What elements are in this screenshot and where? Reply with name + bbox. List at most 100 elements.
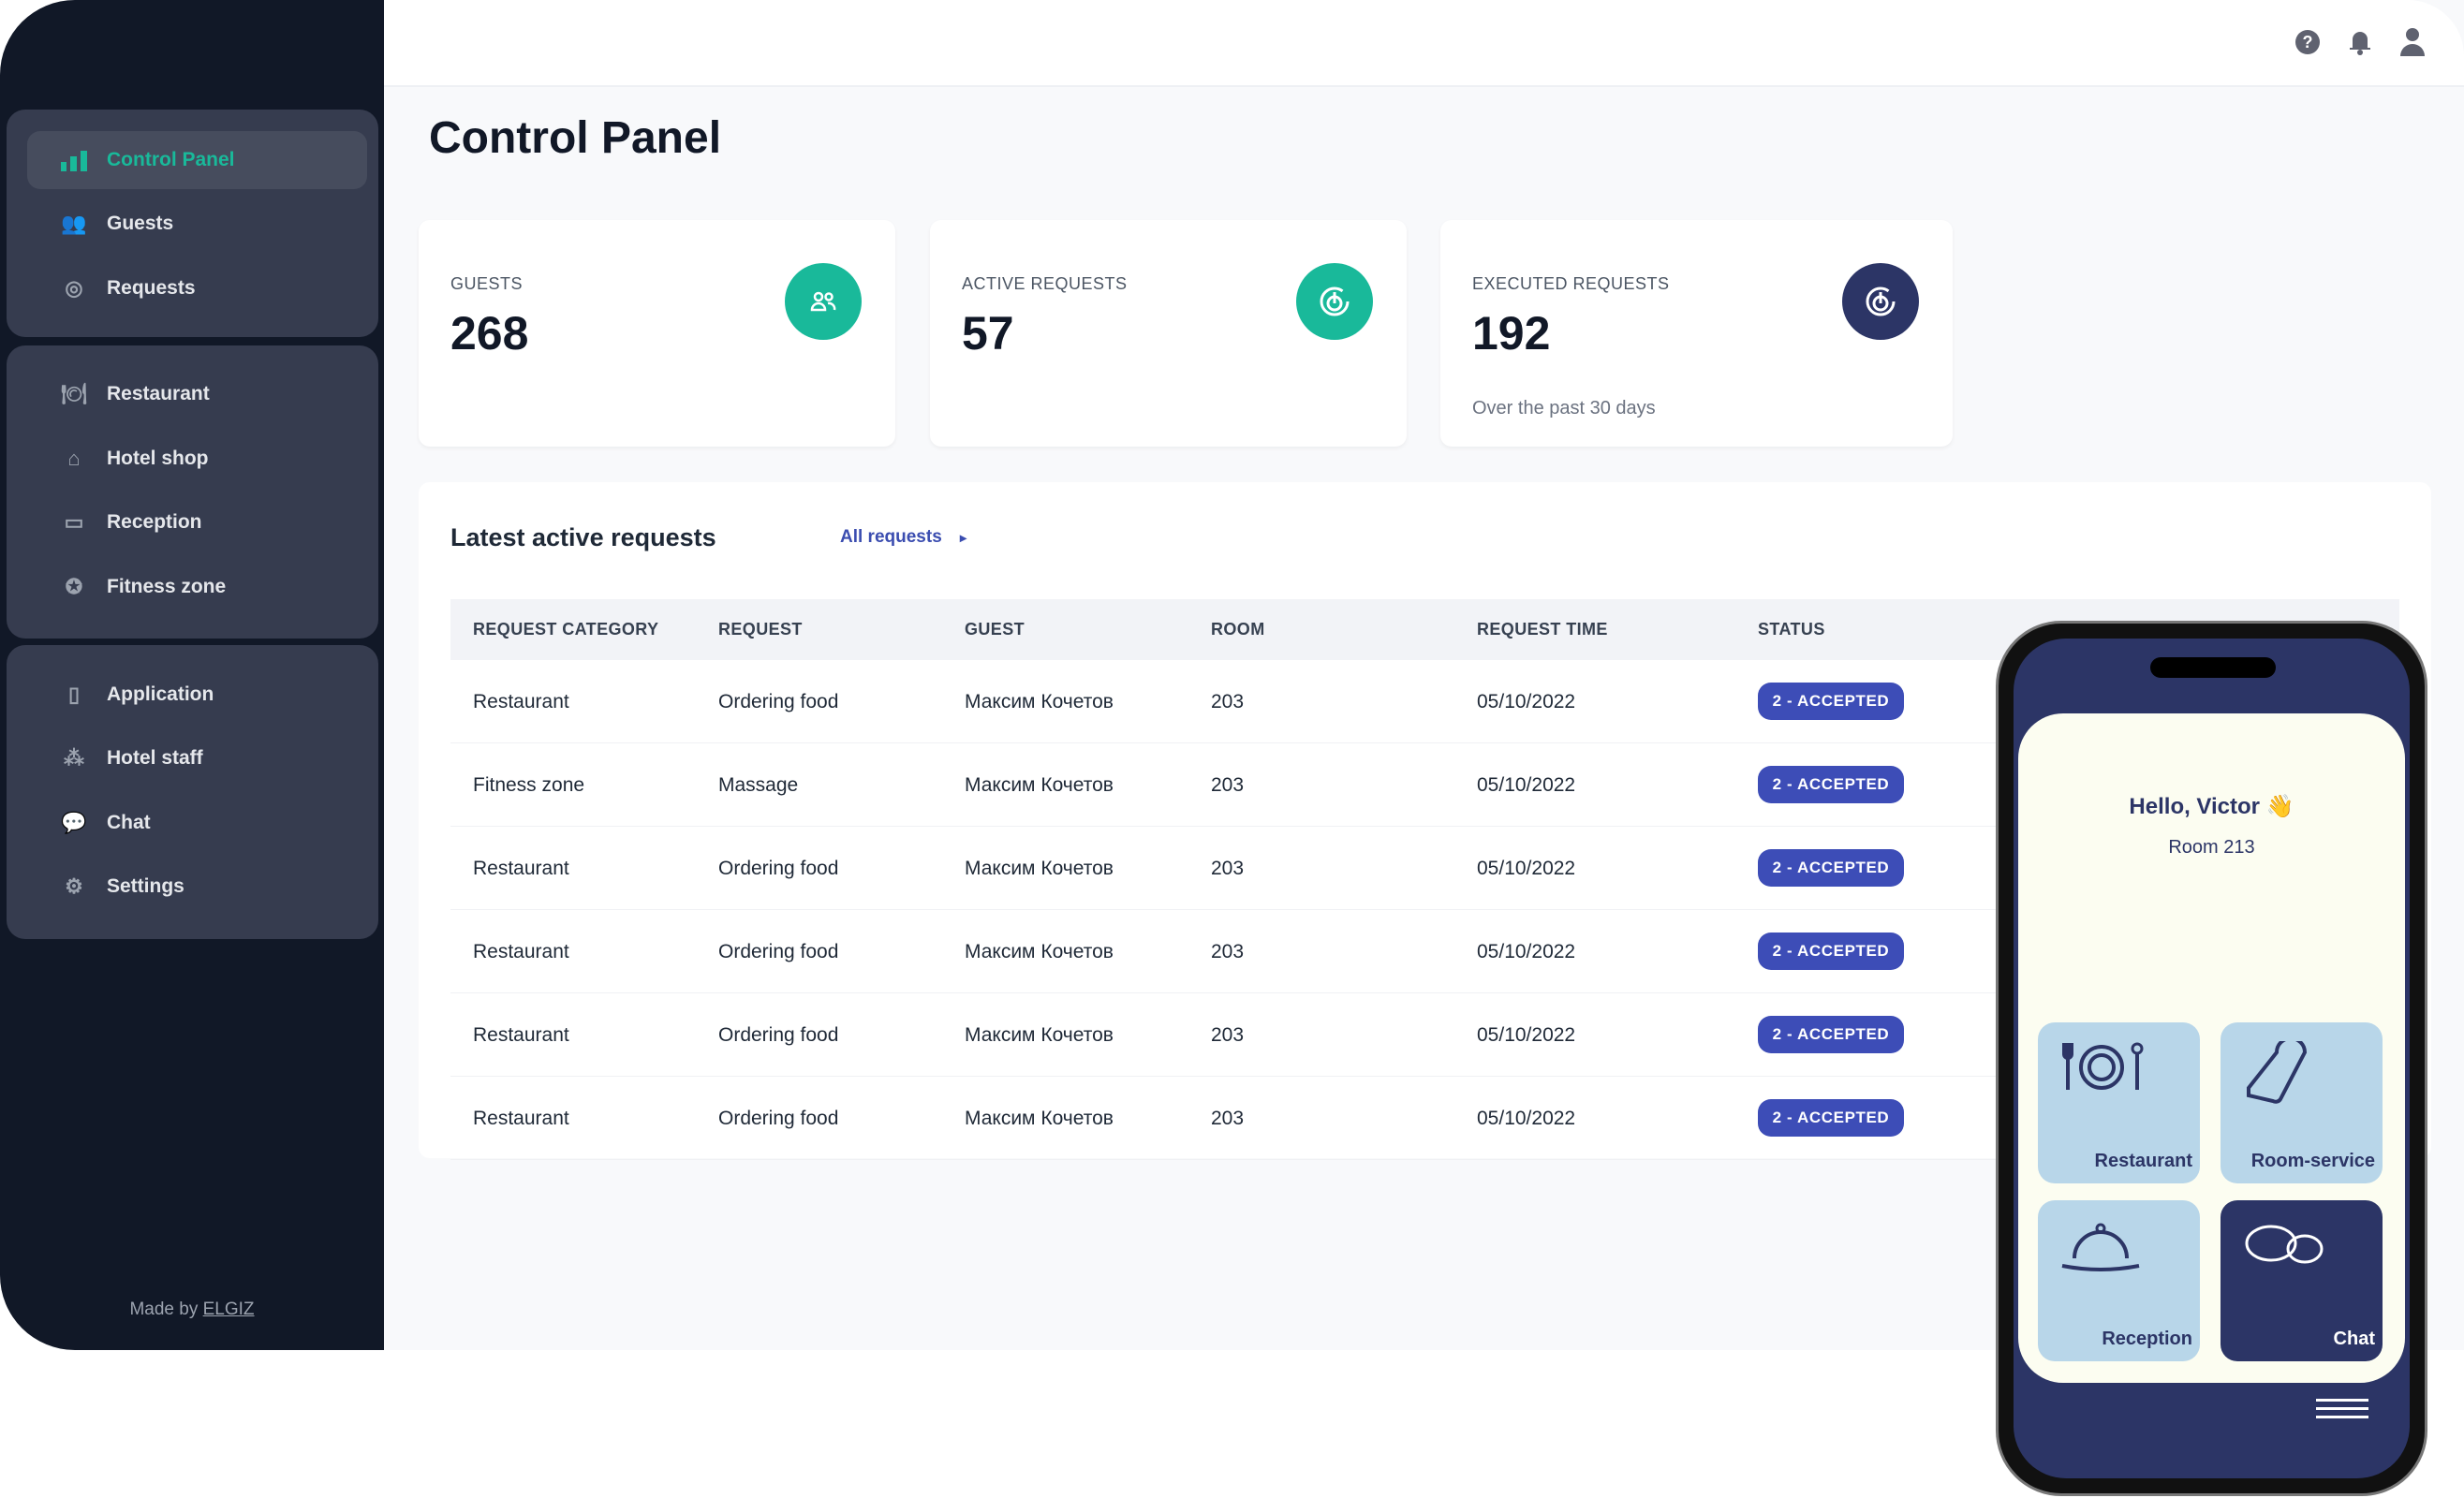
cell-guest: Максим Кочетов bbox=[965, 774, 1114, 796]
cell-request: Ordering food bbox=[718, 1108, 839, 1129]
sidebar-item-label: Application bbox=[107, 683, 214, 705]
svg-text:?: ? bbox=[2303, 33, 2313, 51]
sidebar-item-label: Chat bbox=[107, 812, 151, 833]
gear-icon: ⚙ bbox=[65, 874, 83, 898]
cell-category: Restaurant bbox=[473, 1024, 569, 1046]
sidebar-item-requests[interactable]: ◎ Requests bbox=[27, 259, 367, 317]
stat-label: EXECUTED REQUESTS bbox=[1472, 274, 1670, 293]
help-icon[interactable]: ? bbox=[2294, 26, 2322, 58]
status-badge: 2 - ACCEPTED bbox=[1758, 1016, 1904, 1053]
cell-request: Ordering food bbox=[718, 941, 839, 962]
status-badge: 2 - ACCEPTED bbox=[1758, 849, 1904, 887]
sidebar-item-settings[interactable]: ⚙ Settings bbox=[27, 858, 367, 916]
sidebar-item-control-panel[interactable]: Control Panel bbox=[27, 131, 367, 189]
cell-room: 203 bbox=[1211, 774, 1245, 796]
tile-room-service[interactable]: Room-service bbox=[2221, 1022, 2383, 1183]
phone-icon: ▯ bbox=[67, 683, 81, 706]
cell-guest: Максим Кочетов bbox=[965, 1024, 1114, 1046]
made-by-text: Made by bbox=[129, 1300, 199, 1319]
shop-icon: ⌂ bbox=[67, 447, 81, 470]
cloche-icon bbox=[2061, 1223, 2140, 1271]
cell-room: 203 bbox=[1211, 1108, 1245, 1129]
sidebar-item-label: Hotel shop bbox=[107, 448, 209, 469]
sidebar-item-application[interactable]: ▯ Application bbox=[27, 666, 367, 724]
sidebar-item-label: Guests bbox=[107, 213, 174, 234]
sidebar-item-restaurant[interactable]: 🍽 Restaurant bbox=[27, 365, 367, 423]
section-title: Latest active requests bbox=[450, 523, 716, 551]
table-row[interactable]: Restaurant Ordering food Максим Кочетов 203… bbox=[450, 910, 2399, 993]
tile-chat[interactable]: Chat bbox=[2221, 1200, 2383, 1361]
cell-room: 203 bbox=[1211, 858, 1245, 879]
column-header: REQUEST TIME bbox=[1477, 620, 1608, 639]
tile-restaurant[interactable]: Restaurant bbox=[2038, 1022, 2200, 1183]
all-requests-label: All requests bbox=[840, 527, 942, 547]
status-badge: 2 - ACCEPTED bbox=[1758, 766, 1904, 803]
hamburger-menu-icon[interactable] bbox=[2316, 1399, 2368, 1424]
sidebar-item-label: Fitness zone bbox=[107, 576, 227, 597]
fitness-icon: ✪ bbox=[65, 575, 83, 598]
users-icon: 👥 bbox=[61, 212, 87, 235]
bell-icon[interactable] bbox=[2346, 26, 2374, 58]
cell-room: 203 bbox=[1211, 691, 1245, 712]
cell-room: 203 bbox=[1211, 941, 1245, 962]
tile-label: Restaurant bbox=[2094, 1151, 2192, 1171]
stat-label: ACTIVE REQUESTS bbox=[962, 274, 1128, 293]
cell-category: Restaurant bbox=[473, 858, 569, 879]
sidebar-item-chat[interactable]: 💬 Chat bbox=[27, 794, 367, 852]
page-title: Control Panel bbox=[429, 113, 722, 163]
table-row[interactable]: Restaurant Ordering food Максим Кочетов 203… bbox=[450, 1077, 2399, 1160]
tile-label: Chat bbox=[2333, 1329, 2375, 1349]
stat-card-executed-requests: EXECUTED REQUESTS 192 Over the past 30 d… bbox=[1440, 220, 1953, 447]
sidebar-item-label: Requests bbox=[107, 277, 196, 299]
stat-value: 268 bbox=[450, 307, 529, 360]
cell-time: 05/10/2022 bbox=[1477, 774, 1576, 796]
sidebar-item-label: Hotel staff bbox=[107, 747, 203, 769]
stat-value: 57 bbox=[962, 307, 1014, 360]
made-by-link[interactable]: ELGIZ bbox=[202, 1300, 255, 1319]
sidebar-item-hotel-shop[interactable]: ⌂ Hotel shop bbox=[27, 430, 367, 488]
sidebar-group-settings: ▯ Application ⁂ Hotel staff 💬 Chat ⚙ Setting… bbox=[7, 645, 378, 939]
chevron-right-icon: ▸ bbox=[960, 530, 967, 545]
user-icon[interactable] bbox=[2398, 26, 2427, 58]
cell-time: 05/10/2022 bbox=[1477, 691, 1576, 712]
restaurant-icon bbox=[2062, 1042, 2144, 1090]
table-row[interactable]: Restaurant Ordering food Максим Кочетов 203… bbox=[450, 660, 2399, 743]
tile-label: Room-service bbox=[2250, 1151, 2375, 1171]
dynamic-island bbox=[2150, 657, 2276, 678]
column-header: REQUEST bbox=[718, 620, 803, 639]
room-number: Room 213 bbox=[2168, 837, 2255, 858]
table-row[interactable]: Fitness zone Massage Максим Кочетов 203 05/1… bbox=[450, 743, 2399, 827]
greeting: Hello, Victor 👋 bbox=[2129, 794, 2294, 819]
cell-category: Restaurant bbox=[473, 1108, 569, 1129]
monitor-icon: ▭ bbox=[64, 510, 84, 534]
cell-guest: Максим Кочетов bbox=[965, 858, 1114, 879]
table-row[interactable]: Restaurant Ordering food Максим Кочетов 203… bbox=[450, 827, 2399, 910]
cell-category: Restaurant bbox=[473, 691, 569, 712]
column-header: STATUS bbox=[1758, 620, 1825, 639]
cell-time: 05/10/2022 bbox=[1477, 941, 1576, 962]
cell-time: 05/10/2022 bbox=[1477, 1108, 1576, 1129]
status-badge: 2 - ACCEPTED bbox=[1758, 933, 1904, 970]
sidebar-item-fitness-zone[interactable]: ✪ Fitness zone bbox=[27, 558, 367, 616]
sidebar-item-hotel-staff[interactable]: ⁂ Hotel staff bbox=[27, 729, 367, 787]
stat-value: 192 bbox=[1472, 307, 1551, 360]
cell-category: Restaurant bbox=[473, 941, 569, 962]
column-header: REQUEST CATEGORY bbox=[473, 620, 659, 639]
sidebar-item-guests[interactable]: 👥 Guests bbox=[27, 195, 367, 253]
cell-request: Ordering food bbox=[718, 858, 839, 879]
cell-request: Ordering food bbox=[718, 691, 839, 712]
cell-guest: Максим Кочетов bbox=[965, 1108, 1114, 1129]
door-hanger-icon bbox=[2247, 1041, 2308, 1104]
sidebar-item-label: Restaurant bbox=[107, 383, 210, 404]
all-requests-link[interactable]: All requests ▸ bbox=[840, 527, 966, 548]
users-icon bbox=[785, 263, 862, 340]
cell-guest: Максим Кочетов bbox=[965, 941, 1114, 962]
tile-reception[interactable]: Reception bbox=[2038, 1200, 2200, 1361]
requests-icon bbox=[1842, 263, 1919, 340]
chat-icon: 💬 bbox=[61, 811, 87, 834]
table-row[interactable]: Restaurant Ordering food Максим Кочетов 203… bbox=[450, 993, 2399, 1077]
status-badge: 2 - ACCEPTED bbox=[1758, 683, 1904, 720]
sidebar-item-reception[interactable]: ▭ Reception bbox=[27, 493, 367, 551]
restaurant-icon: 🍽 bbox=[61, 382, 87, 405]
status-badge: 2 - ACCEPTED bbox=[1758, 1099, 1904, 1137]
